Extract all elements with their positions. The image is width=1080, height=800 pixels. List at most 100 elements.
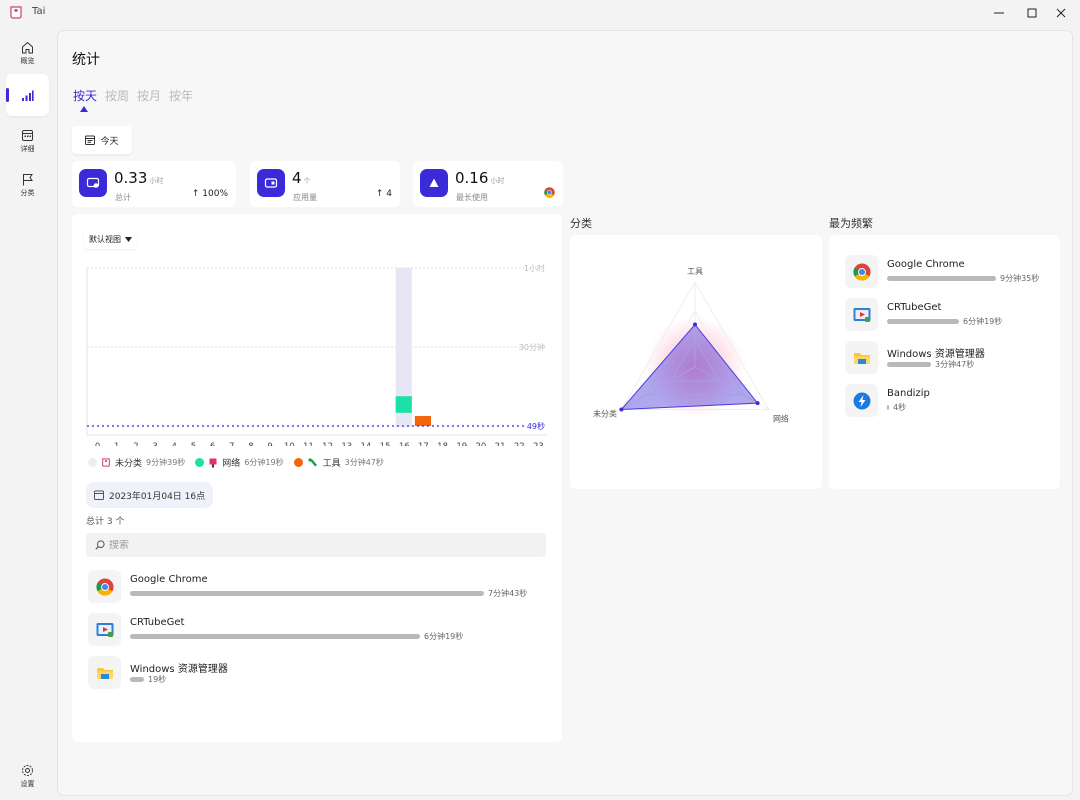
triangle-icon bbox=[420, 169, 448, 197]
frequent-section-title: 最为频繁 bbox=[829, 217, 873, 230]
x-tick-label: 6 bbox=[210, 442, 215, 446]
app-name: Google Chrome bbox=[887, 259, 965, 270]
frequent-row-chrome[interactable]: Google Chrome 9分钟35秒 bbox=[845, 255, 1055, 289]
tab-day[interactable]: 按天 bbox=[73, 89, 98, 112]
bar-工具-17 bbox=[414, 416, 431, 426]
tools-category-icon bbox=[307, 458, 317, 467]
sidebar-item-settings[interactable]: 设置 bbox=[6, 755, 49, 797]
app-row-crtubeget[interactable]: CRTubeGet 6分钟19秒 bbox=[88, 613, 548, 647]
app-name: CRTubeGet bbox=[130, 617, 185, 628]
radar-axis-label: 网络 bbox=[773, 414, 789, 424]
app-duration: 3分钟47秒 bbox=[935, 360, 975, 369]
app-total-count: 总计 3 个 bbox=[86, 517, 125, 527]
legend-dot-uncategorized bbox=[88, 458, 97, 467]
folder-icon bbox=[853, 352, 870, 364]
x-tick-label: 17 bbox=[418, 442, 429, 446]
app-duration: 4秒 bbox=[893, 403, 907, 412]
legend-name: 网络 bbox=[222, 459, 241, 469]
monitor-clock-icon bbox=[79, 169, 107, 197]
legend-duration: 3分钟47秒 bbox=[344, 458, 384, 467]
close-button[interactable] bbox=[1042, 0, 1080, 26]
minimize-icon bbox=[994, 12, 1004, 14]
sidebar-item-details[interactable]: 详细 bbox=[6, 120, 49, 162]
x-tick-label: 13 bbox=[341, 442, 352, 446]
app-name: Bandizip bbox=[887, 388, 930, 399]
arrow-up-icon: ↑ bbox=[375, 189, 384, 199]
stat-value: 0.33 小时 bbox=[114, 169, 164, 187]
y-tick-label: 30分钟 bbox=[519, 342, 545, 352]
window-title: Tai bbox=[32, 6, 46, 17]
bar-网络-16 bbox=[395, 396, 412, 413]
category-radar-panel: 工具 网络 未分类 bbox=[570, 235, 822, 489]
sidebar: 概览 详细 分类 设置 bbox=[0, 30, 56, 800]
date-button-label: 今天 bbox=[100, 136, 119, 147]
crtubeget-icon bbox=[96, 622, 113, 637]
tab-month[interactable]: 按月 bbox=[137, 89, 162, 103]
stat-delta: ↑ 4 bbox=[375, 189, 392, 199]
app-usage-bar bbox=[887, 276, 996, 281]
frequent-apps-panel: Google Chrome 9分钟35秒 CRTubeGet 6分钟19秒 Wi… bbox=[829, 235, 1060, 489]
gear-icon bbox=[22, 764, 33, 776]
selected-hour-chip[interactable]: 2023年01月04日 16点 bbox=[86, 482, 214, 508]
app-icon-box bbox=[88, 613, 121, 646]
frequent-row-crtubeget[interactable]: CRTubeGet 6分钟19秒 bbox=[845, 298, 1055, 332]
stat-label: 最长使用 bbox=[456, 193, 488, 202]
date-picker-button[interactable]: 今天 bbox=[72, 126, 132, 154]
y-tick-label: 1小时 bbox=[524, 263, 545, 273]
x-tick-label: 19 bbox=[456, 442, 467, 446]
tab-year[interactable]: 按年 bbox=[169, 89, 194, 103]
chrome-icon bbox=[544, 187, 555, 198]
x-tick-label: 23 bbox=[533, 442, 544, 446]
radar-grid-ring bbox=[669, 337, 721, 382]
sidebar-item-statistics[interactable] bbox=[6, 74, 49, 116]
period-tabs: 按天 按周 按月 按年 bbox=[73, 87, 194, 112]
title-bar: Tai bbox=[0, 0, 1080, 26]
sidebar-item-overview[interactable]: 概览 bbox=[6, 32, 49, 74]
x-tick-label: 18 bbox=[437, 442, 448, 446]
view-select[interactable]: 默认视图 bbox=[84, 229, 137, 249]
radar-data-polygon bbox=[620, 323, 759, 411]
view-select-value: 默认视图 bbox=[89, 234, 121, 244]
x-tick-label: 10 bbox=[284, 442, 295, 446]
network-category-icon bbox=[209, 458, 217, 467]
search-icon bbox=[95, 540, 105, 550]
x-tick-label: 21 bbox=[495, 442, 506, 446]
bar-chart-icon bbox=[22, 90, 34, 101]
hourly-bar-chart: 1小时30分钟49秒012345678910111213141516171819… bbox=[86, 263, 547, 446]
frequent-row-explorer[interactable]: Windows 资源管理器 3分钟47秒 bbox=[845, 341, 1055, 375]
stat-value: 0.16 小时 bbox=[455, 169, 505, 187]
tab-week[interactable]: 按周 bbox=[105, 89, 130, 103]
page-title: 统计 bbox=[72, 52, 100, 68]
chrome-icon bbox=[852, 262, 871, 281]
x-tick-label: 5 bbox=[191, 442, 196, 446]
app-row-explorer[interactable]: Windows 资源管理器 19秒 bbox=[88, 656, 548, 690]
x-tick-label: 11 bbox=[303, 442, 314, 446]
tai-logo-icon bbox=[102, 458, 110, 467]
chart-legend: 未分类 9分钟39秒 网络 6分钟19秒 工具 3分钟47秒 bbox=[88, 456, 394, 469]
sidebar-item-category[interactable]: 分类 bbox=[6, 164, 49, 206]
search-input[interactable] bbox=[109, 539, 509, 551]
legend-duration: 9分钟39秒 bbox=[146, 458, 186, 467]
flag-icon bbox=[23, 173, 33, 185]
app-usage-bar bbox=[130, 677, 144, 682]
bandizip-icon bbox=[853, 392, 870, 409]
x-tick-label: 3 bbox=[152, 442, 157, 446]
app-row-chrome[interactable]: Google Chrome 7分钟43秒 bbox=[88, 570, 548, 604]
radar-axis-label: 工具 bbox=[687, 267, 703, 276]
sidebar-item-label: 设置 bbox=[20, 779, 35, 788]
x-tick-label: 1 bbox=[114, 442, 119, 446]
app-duration: 19秒 bbox=[148, 675, 167, 684]
caret-down-icon bbox=[125, 236, 132, 242]
minimize-button[interactable] bbox=[980, 0, 1018, 26]
x-tick-label: 7 bbox=[229, 442, 234, 446]
maximize-button[interactable] bbox=[1013, 0, 1051, 26]
radar-point-工具 bbox=[693, 322, 697, 327]
app-name: Windows 资源管理器 bbox=[130, 664, 228, 675]
frequent-row-bandizip[interactable]: Bandizip 4秒 bbox=[845, 384, 1055, 418]
app-window-icon bbox=[257, 169, 285, 197]
calendar-grid-icon bbox=[22, 129, 33, 141]
app-icon-box bbox=[88, 570, 121, 603]
sidebar-item-label: 详细 bbox=[20, 144, 35, 153]
